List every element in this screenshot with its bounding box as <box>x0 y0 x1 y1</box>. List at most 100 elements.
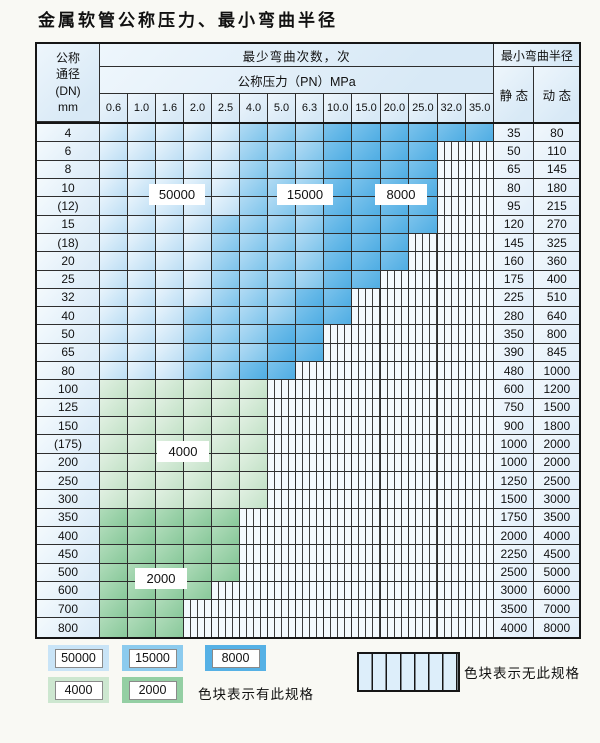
spec-cell <box>296 362 324 381</box>
spec-cell <box>324 325 353 344</box>
spec-cell <box>437 490 466 509</box>
spec-cell <box>128 618 156 637</box>
static-value-cell: 750 <box>494 398 535 417</box>
spec-cell <box>409 545 438 564</box>
spec-cell <box>156 362 184 381</box>
static-value-cell: 1250 <box>494 471 535 491</box>
spec-cell <box>296 618 324 637</box>
spec-cell <box>212 178 240 198</box>
spec-cell <box>100 490 128 509</box>
spec-cell <box>380 545 410 564</box>
dynamic-value-cell: 1800 <box>534 417 580 436</box>
dynamic-value-cell: 4500 <box>534 545 580 564</box>
spec-cell <box>268 563 296 582</box>
spec-cell <box>156 600 184 619</box>
spec-cell <box>128 362 156 381</box>
spec-cell <box>240 142 268 161</box>
dn-cell: 65 <box>37 343 100 363</box>
spec-cell <box>240 380 268 399</box>
pressure-column-header: 32.0 <box>437 94 466 122</box>
spec-cell <box>268 398 296 417</box>
spec-cell <box>212 581 240 601</box>
spec-cell <box>268 435 296 454</box>
spec-cell <box>184 380 212 399</box>
spec-cell <box>296 252 324 271</box>
dn-cell: 450 <box>37 545 100 564</box>
spec-cell <box>380 307 410 326</box>
spec-cell <box>380 526 410 546</box>
dynamic-value-cell: 2000 <box>534 435 580 454</box>
spec-cell <box>212 417 240 436</box>
spec-cell <box>465 600 495 619</box>
spec-cell <box>240 343 268 363</box>
spec-cell <box>352 233 381 253</box>
legend-swatch-50000: 50000 <box>48 645 109 671</box>
spec-cell <box>184 362 212 381</box>
dynamic-value-cell: 325 <box>534 233 580 253</box>
spec-cell <box>296 417 324 436</box>
spec-cell <box>268 453 296 472</box>
spec-cell <box>465 398 495 417</box>
dynamic-value-cell: 800 <box>534 325 580 344</box>
spec-cell <box>409 398 438 417</box>
spec-cell <box>100 600 128 619</box>
spec-cell <box>352 307 381 326</box>
static-value-cell: 1000 <box>494 453 535 472</box>
spec-cell <box>380 160 410 179</box>
spec-cell <box>324 526 353 546</box>
legend-label-4000: 4000 <box>54 680 103 700</box>
static-value-cell: 65 <box>494 160 535 179</box>
static-value-cell: 3500 <box>494 600 535 619</box>
spec-cell <box>128 490 156 509</box>
spec-cell <box>184 563 212 582</box>
spec-cell <box>409 380 438 399</box>
spec-cell <box>380 398 410 417</box>
spec-cell <box>100 581 128 601</box>
spec-cell <box>352 288 381 308</box>
spec-cell <box>156 160 184 179</box>
spec-cell <box>268 490 296 509</box>
spec-cell <box>212 471 240 491</box>
pressure-column-header: 2.0 <box>184 94 212 122</box>
spec-cell <box>352 600 381 619</box>
spec-cell <box>156 618 184 637</box>
spec-cell <box>212 233 240 253</box>
spec-cell <box>240 252 268 271</box>
spec-cell <box>465 233 495 253</box>
spec-cell <box>268 215 296 234</box>
dynamic-value-cell: 845 <box>534 343 580 363</box>
spec-cell <box>212 197 240 216</box>
dynamic-value-cell: 110 <box>534 142 580 161</box>
spec-cell <box>240 545 268 564</box>
spec-cell <box>352 471 381 491</box>
spec-cell <box>212 545 240 564</box>
legend-label-8000: 8000 <box>211 648 260 668</box>
static-value-cell: 145 <box>494 233 535 253</box>
spec-cell <box>100 618 128 637</box>
static-value-cell: 2250 <box>494 545 535 564</box>
static-value-cell: 1000 <box>494 435 535 454</box>
spec-cell <box>437 471 466 491</box>
legend-swatch-2000: 2000 <box>122 677 183 703</box>
dn-cell: 200 <box>37 453 100 472</box>
spec-cell <box>212 270 240 289</box>
dn-cell: (175) <box>37 435 100 454</box>
spec-cell <box>324 233 353 253</box>
dn-cell: 700 <box>37 600 100 619</box>
spec-cell <box>380 124 410 143</box>
pressure-column-header: 35.0 <box>465 94 495 122</box>
spec-cell <box>465 380 495 399</box>
spec-cell <box>128 508 156 527</box>
spec-cell <box>465 435 495 454</box>
spec-cell <box>184 417 212 436</box>
spec-cell <box>100 325 128 344</box>
spec-cell <box>184 233 212 253</box>
spec-cell <box>240 178 268 198</box>
dynamic-value-cell: 400 <box>534 270 580 289</box>
spec-cell <box>240 160 268 179</box>
spec-cell <box>437 142 466 161</box>
spec-cell <box>268 545 296 564</box>
dynamic-value-cell: 215 <box>534 197 580 216</box>
spec-cell <box>465 453 495 472</box>
dn-cell: 25 <box>37 270 100 289</box>
